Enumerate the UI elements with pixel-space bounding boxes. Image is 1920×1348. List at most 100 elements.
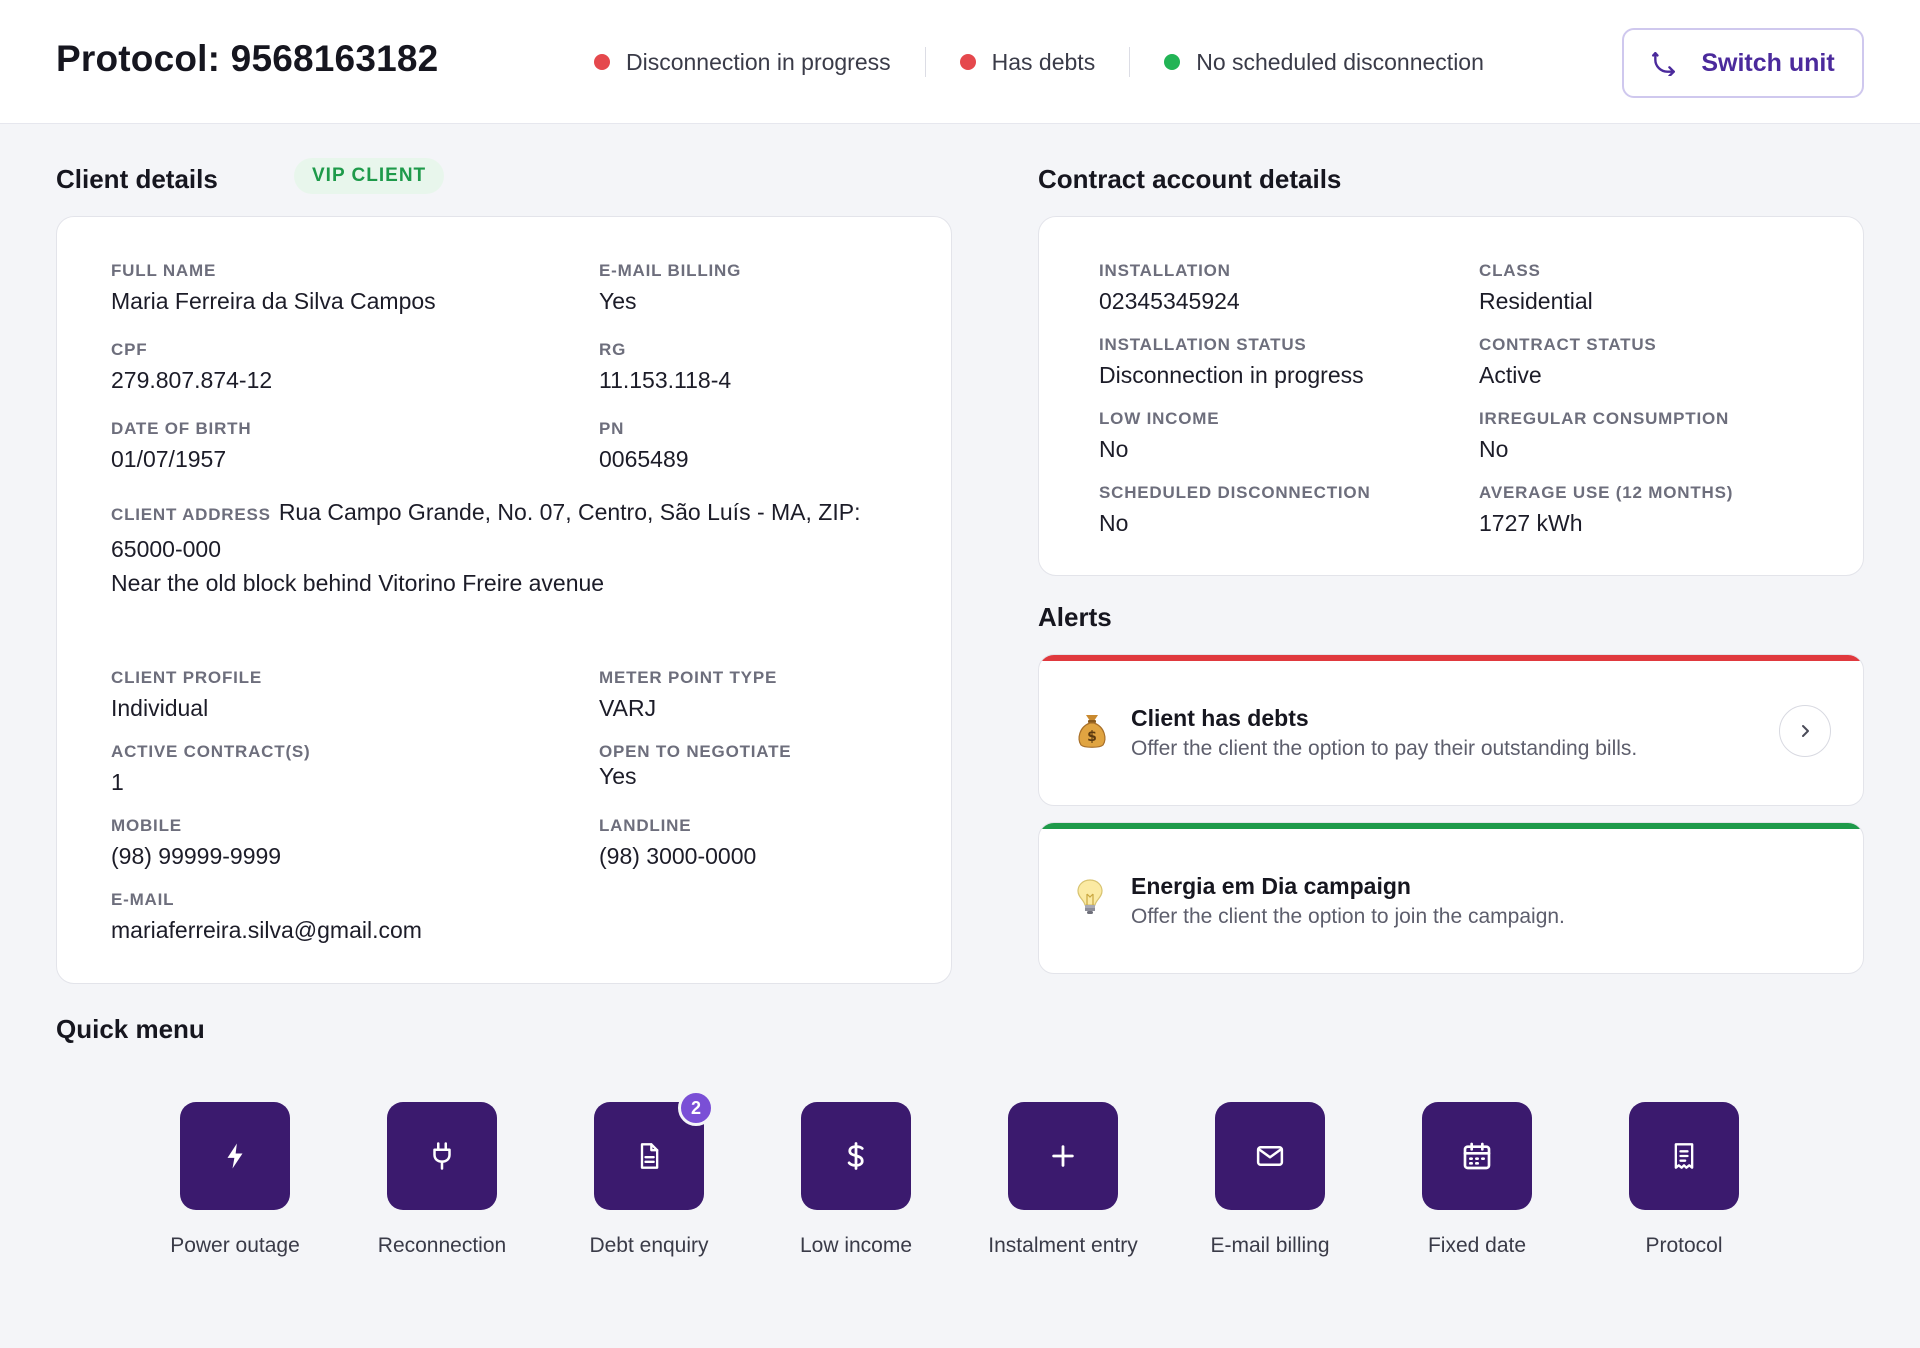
mobile-field: MOBILE (98) 99999-9999 — [111, 816, 281, 870]
power-outage-button[interactable] — [180, 1102, 290, 1210]
class-field: CLASS Residential — [1479, 261, 1593, 315]
irregular-consumption-field: IRREGULAR CONSUMPTION No — [1479, 409, 1729, 463]
divider — [1129, 47, 1131, 77]
status-dot-red — [959, 54, 976, 70]
email-billing-button[interactable] — [1215, 1102, 1325, 1210]
quick-menu-label: Protocol — [1645, 1234, 1723, 1257]
low-income-button[interactable] — [801, 1102, 911, 1210]
quick-menu-debt-enquiry[interactable]: 2 Debt enquiry — [564, 1090, 734, 1259]
lightning-icon — [227, 1143, 243, 1169]
status-scheduled: No scheduled disconnection — [1164, 49, 1484, 76]
plus-icon — [1052, 1145, 1074, 1167]
alert-client-debts[interactable]: $ Client has debts Offer the client the … — [1038, 654, 1864, 806]
field-value: 02345345924 — [1099, 288, 1240, 314]
quick-menu-power-outage[interactable]: Power outage — [150, 1102, 320, 1259]
field-label: INSTALLATION STATUS — [1099, 335, 1307, 354]
alert-bar-red — [1039, 655, 1863, 661]
field-value: 01/07/1957 — [111, 446, 227, 472]
contract-details-title: Contract account details — [1038, 164, 1342, 194]
page-title: Protocol: 9568163182 — [56, 38, 439, 79]
calendar-icon — [1463, 1142, 1491, 1170]
quick-menu-label: Fixed date — [1427, 1234, 1527, 1257]
open-to-negotiate-field: OPEN TO NEGOTIATE Yes — [599, 742, 799, 790]
instalment-entry-button[interactable] — [1008, 1102, 1118, 1210]
field-value: mariaferreira.silva@gmail.com — [111, 917, 422, 943]
field-label: PN — [599, 419, 625, 438]
alert-text: Offer the client the option to pay their… — [1131, 737, 1638, 760]
switch-unit-label: Switch unit — [1701, 48, 1835, 77]
divider — [924, 47, 926, 77]
field-value: Yes — [599, 763, 637, 789]
field-value: 0065489 — [599, 446, 689, 472]
vip-badge: VIP CLIENT — [294, 158, 445, 194]
quick-menu-label: Power outage — [170, 1234, 300, 1257]
address-line-1: Rua Campo Grande, No. 07, Centro, São Lu… — [111, 499, 861, 562]
light-bulb-icon — [1077, 879, 1103, 914]
quick-menu-reconnection[interactable]: Reconnection — [357, 1102, 527, 1259]
landline-field: LANDLINE (98) 3000-0000 — [599, 816, 756, 870]
field-value: No — [1099, 510, 1129, 536]
debt-enquiry-button[interactable]: 2 — [594, 1090, 714, 1210]
field-value: Individual — [111, 695, 209, 721]
switch-unit-button[interactable]: Switch unit — [1622, 28, 1864, 98]
contract-status-field: CONTRACT STATUS Active — [1479, 335, 1657, 389]
status-list: Disconnection in progress Has debts No s… — [594, 44, 1484, 80]
svg-text:$: $ — [1087, 729, 1097, 745]
field-label: DATE OF BIRTH — [111, 419, 252, 438]
quick-menu-low-income[interactable]: Low income — [771, 1102, 941, 1259]
field-label: RG — [599, 340, 627, 359]
client-details-card: FULL NAME Maria Ferreira da Silva Campos… — [56, 216, 952, 984]
dob-field: DATE OF BIRTH 01/07/1957 — [111, 419, 251, 473]
address-line-2: Near the old block behind Vitorino Freir… — [111, 570, 605, 596]
field-label: MOBILE — [111, 816, 182, 835]
field-label: LOW INCOME — [1099, 409, 1220, 428]
email-field: E-MAIL mariaferreira.silva@gmail.com — [111, 890, 422, 944]
quick-menu-label: Low income — [799, 1234, 913, 1257]
quick-menu-instalment-entry[interactable]: Instalment entry — [978, 1102, 1148, 1259]
field-value: Disconnection in progress — [1099, 362, 1364, 388]
alert-bar-green — [1039, 823, 1863, 829]
field-value: (98) 99999-9999 — [111, 843, 282, 869]
field-label: FULL NAME — [111, 261, 217, 280]
document-icon — [640, 1143, 659, 1169]
low-income-field: LOW INCOME No — [1099, 409, 1219, 463]
quick-menu-label: Reconnection — [377, 1234, 507, 1257]
client-details-title: Client details — [56, 164, 218, 194]
quick-menu-fixed-date[interactable]: Fixed date — [1392, 1102, 1562, 1259]
field-label: CLASS — [1479, 261, 1541, 280]
contract-details-card: INSTALLATION 02345345924 CLASS Residenti… — [1038, 216, 1864, 576]
rg-field: RG 11.153.118-4 — [599, 340, 731, 394]
alert-energia-campaign[interactable]: Energia em Dia campaign Offer the client… — [1038, 822, 1864, 974]
field-value: 11.153.118-4 — [599, 367, 732, 393]
pn-field: PN 0065489 — [599, 419, 689, 473]
dollar-icon — [847, 1142, 864, 1170]
status-label: Has debts — [991, 48, 1096, 75]
field-value: 279.807.874-12 — [111, 367, 273, 393]
field-label: E-MAIL BILLING — [599, 261, 742, 280]
quick-menu-email-billing[interactable]: E-mail billing — [1185, 1102, 1355, 1259]
notification-badge: 2 — [678, 1090, 714, 1126]
field-label: E-MAIL — [111, 890, 175, 909]
field-value: (98) 3000-0000 — [599, 843, 757, 869]
field-label: METER POINT TYPE — [599, 668, 778, 687]
protocol-button[interactable] — [1629, 1102, 1739, 1210]
status-dot-green — [1164, 54, 1181, 70]
email-billing-field: E-MAIL BILLING Yes — [599, 261, 741, 315]
active-contracts-field: ACTIVE CONTRACT(S) 1 — [111, 742, 311, 796]
quick-menu-protocol[interactable]: Protocol — [1599, 1102, 1769, 1259]
field-value: No — [1479, 436, 1509, 462]
field-label: IRREGULAR CONSUMPTION — [1479, 409, 1730, 428]
field-label: OPEN TO NEGOTIATE — [599, 742, 792, 761]
field-label: INSTALLATION — [1099, 261, 1231, 280]
fixed-date-button[interactable] — [1422, 1102, 1532, 1210]
installation-status-field: INSTALLATION STATUS Disconnection in pro… — [1099, 335, 1364, 389]
field-label: CONTRACT STATUS — [1479, 335, 1657, 354]
chevron-right-icon[interactable] — [1779, 705, 1831, 757]
field-label: LANDLINE — [599, 816, 692, 835]
field-value: Yes — [599, 288, 637, 314]
full-name-field: FULL NAME Maria Ferreira da Silva Campos — [111, 261, 436, 315]
field-label: CLIENT ADDRESS — [111, 505, 271, 524]
field-value: Residential — [1479, 288, 1593, 314]
reconnection-button[interactable] — [387, 1102, 497, 1210]
money-bag-icon: $ — [1078, 715, 1106, 748]
